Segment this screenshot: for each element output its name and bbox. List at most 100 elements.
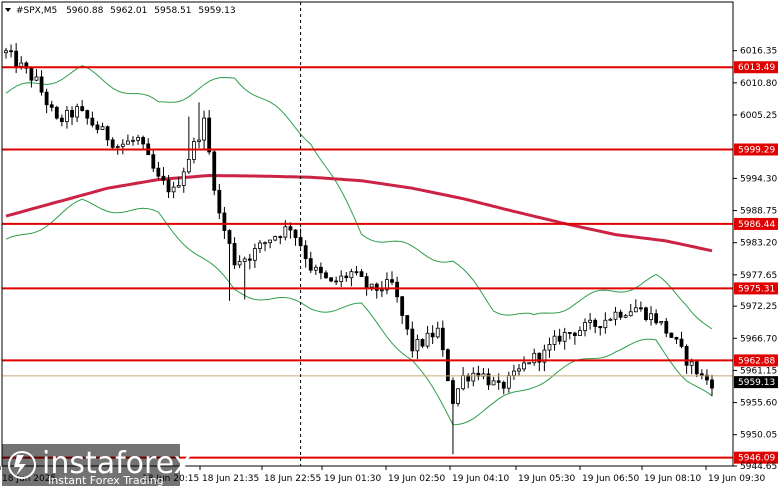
level-label: 5962.88 [738, 356, 775, 366]
candle-body [664, 321, 669, 334]
candle [181, 167, 186, 193]
candle [166, 174, 171, 199]
candle [29, 66, 34, 88]
candle [70, 106, 74, 126]
candle-body [288, 226, 293, 231]
candle [537, 352, 542, 372]
moving-average [5, 173, 713, 253]
support-resistance-levels: 6013.49 5999.29 5986.44 5975.31 5962.88 5946.… [2, 61, 778, 464]
candle-body [486, 373, 491, 386]
candle-body [456, 388, 460, 404]
y-tick-label: 5988.75 [740, 207, 777, 217]
candle [694, 361, 699, 378]
watermark-tagline: Instant Forex Trading [48, 474, 164, 487]
candle [649, 306, 653, 326]
candle [354, 265, 359, 276]
header-close: 5959.13 [198, 6, 235, 16]
candle-body [278, 236, 283, 238]
candle [339, 270, 344, 287]
candle-body [344, 275, 349, 279]
candle [54, 105, 59, 120]
candle [202, 110, 206, 150]
candle [252, 243, 257, 268]
y-tick-label: 6010.80 [740, 79, 777, 89]
candle [75, 103, 80, 122]
y-tick-label: 5950.05 [740, 431, 777, 441]
candle-body [329, 277, 333, 282]
candle-body [222, 212, 227, 231]
candle [293, 229, 298, 246]
candle [329, 277, 333, 283]
candle [705, 369, 709, 385]
candle-body [293, 229, 298, 238]
candle-body [435, 327, 440, 338]
candle-body [649, 313, 653, 320]
header-open: 5960.88 [66, 6, 103, 16]
candle-body [75, 106, 80, 118]
candle [359, 269, 364, 277]
candle-body [151, 154, 156, 169]
candle-body [588, 319, 593, 323]
level-label: 5946.09 [738, 454, 775, 464]
candle [552, 330, 557, 351]
candle [186, 116, 191, 174]
candle [105, 125, 110, 147]
candle [420, 338, 425, 349]
y-tick-label: 5955.60 [740, 399, 777, 409]
current-price-label: 5959.13 [738, 378, 775, 388]
candle-body [654, 313, 659, 324]
level-label: 5999.29 [738, 145, 775, 155]
candle-body [268, 239, 273, 244]
candle-body [603, 319, 608, 329]
candle [90, 111, 95, 128]
header-high: 5962.01 [110, 6, 147, 16]
candle-body [359, 271, 364, 277]
candle [613, 306, 618, 326]
y-tick-label: 5944.65 [740, 462, 777, 472]
candle-body [59, 117, 64, 123]
candle-body [273, 236, 278, 241]
chart-header: #SPX,M5 5960.88 5962.01 5958.51 5959.13 [5, 6, 236, 16]
candle-body [659, 321, 664, 324]
candle-body [537, 352, 542, 363]
candle [9, 44, 13, 58]
level-label: 5986.44 [738, 220, 775, 230]
candle-body [679, 338, 684, 347]
candle [527, 362, 532, 365]
candle-body [506, 375, 511, 389]
candle-body [80, 106, 85, 111]
candle-body [212, 151, 217, 191]
candle-body [618, 311, 623, 318]
candle [456, 388, 460, 407]
candle [364, 272, 369, 296]
dropdown-arrow-icon[interactable] [5, 8, 11, 12]
candle [638, 301, 643, 312]
candle-body [263, 242, 267, 245]
candle-body [562, 332, 567, 342]
candle [176, 176, 181, 188]
candle [349, 268, 354, 287]
candle-body [633, 307, 638, 313]
candle [491, 376, 496, 386]
candle-body [552, 335, 557, 345]
candle [4, 47, 8, 59]
candle-body [70, 109, 74, 118]
candle [268, 239, 273, 249]
candle [390, 271, 394, 286]
candle-body [425, 332, 430, 347]
y-tick-label: 5977.65 [740, 271, 777, 281]
candle-body [4, 50, 8, 54]
x-tick-label: 19 Jun 02:50 [388, 474, 445, 484]
candle-body [445, 349, 450, 381]
candle [603, 312, 608, 334]
candle [212, 149, 217, 196]
candle-body [247, 258, 252, 261]
candle-body [374, 283, 379, 291]
candle-body [90, 117, 95, 126]
candle [278, 235, 283, 245]
candle-body [339, 275, 344, 282]
candle-body [593, 319, 598, 327]
x-tick-label: 18 Jun 21:35 [202, 474, 259, 484]
candle [710, 374, 714, 397]
